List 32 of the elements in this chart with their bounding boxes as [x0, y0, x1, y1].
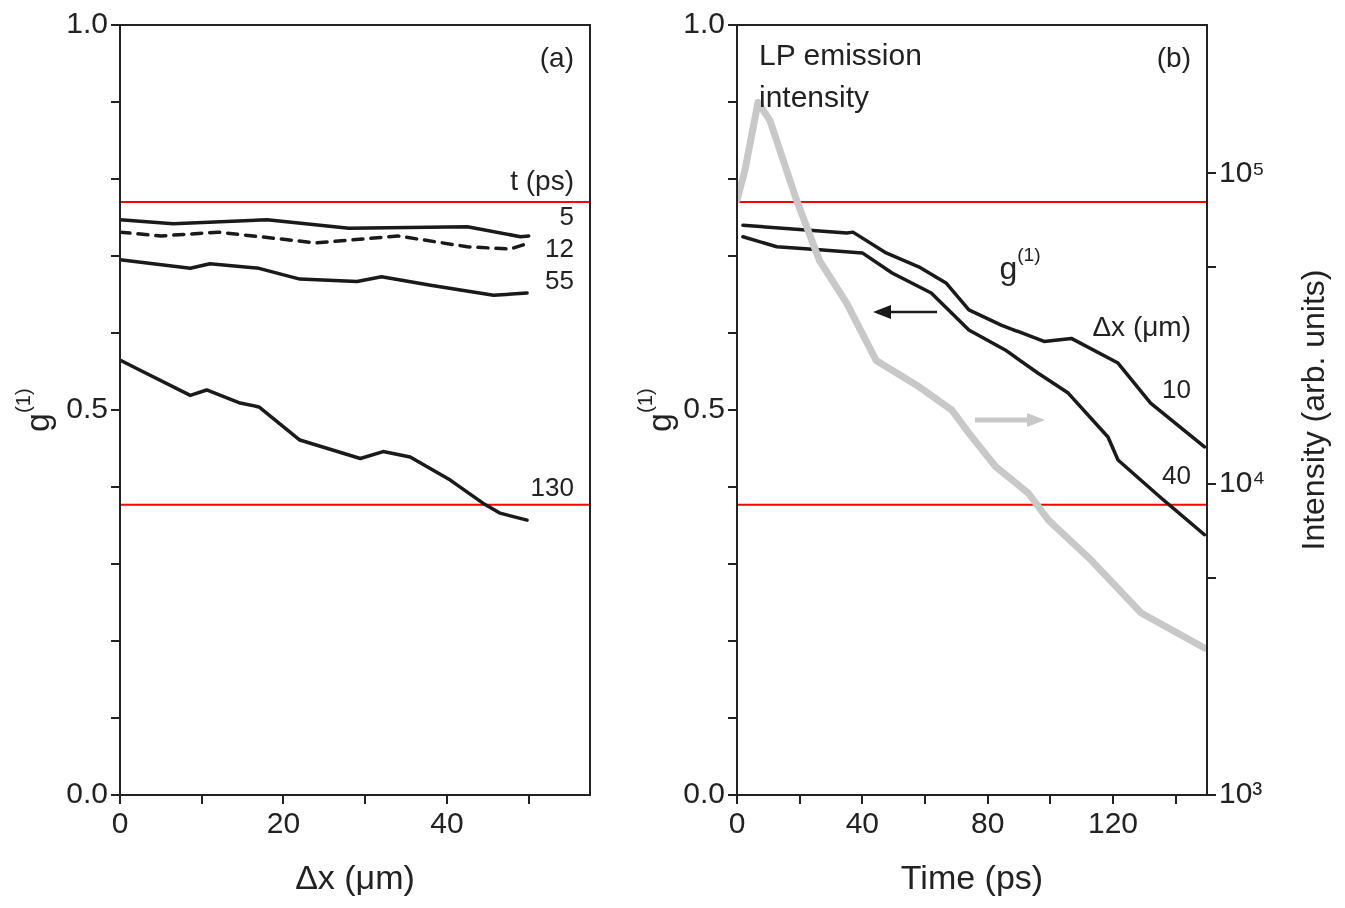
x-tick-label: 40 — [845, 806, 880, 840]
y-tick-label: 0.5 — [66, 391, 108, 425]
series-label: 130 — [530, 471, 574, 502]
series-label: 55 — [545, 265, 574, 296]
y-axis-title: g(1) — [12, 388, 57, 432]
x-tick-label: 0 — [111, 806, 129, 840]
x-tick-label: 80 — [970, 806, 1005, 840]
series-label: 12 — [545, 233, 574, 264]
x-axis-title: Time (ps) — [900, 858, 1044, 897]
x-tick-label: 40 — [430, 806, 464, 840]
y2-tick-label: 10⁵ — [1219, 154, 1265, 188]
y2-tick-label: 10⁴ — [1219, 465, 1266, 499]
annotation: (b) — [1156, 41, 1192, 73]
series-label: 10 — [1162, 373, 1191, 404]
y2-tick-label: 10³ — [1219, 776, 1263, 810]
series-label: 5 — [559, 201, 574, 232]
series-label: 40 — [1162, 459, 1191, 490]
x-tick-label: 120 — [1087, 806, 1139, 840]
legend-title: t (ps) — [510, 164, 574, 196]
y-tick-label: 1.0 — [683, 6, 725, 40]
y-tick-label: 0.0 — [66, 776, 108, 810]
y-tick-label: 0.0 — [683, 776, 725, 810]
y-axis-title: g(1) — [634, 388, 679, 432]
x-tick-label: 0 — [728, 806, 746, 840]
x-tick-label: 20 — [266, 806, 301, 840]
legend-title: Δx (μm) — [1092, 311, 1191, 343]
y2-axis-title: Intensity (arb. units) — [1294, 269, 1331, 551]
y-tick-label: 0.5 — [683, 391, 725, 425]
annotation: (a) — [539, 41, 575, 73]
series-label: LP emission intensity — [759, 38, 922, 114]
x-axis-title: Δx (μm) — [295, 858, 415, 897]
y-tick-label: 1.0 — [66, 6, 108, 40]
